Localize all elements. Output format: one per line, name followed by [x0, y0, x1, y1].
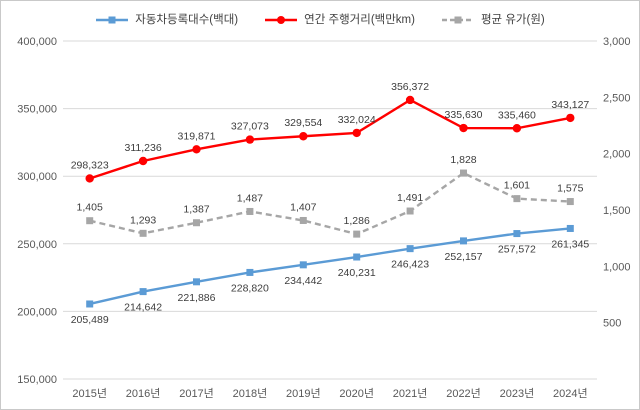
data-point-marker — [85, 174, 94, 183]
left-axis-tick-label: 350,000 — [17, 104, 57, 116]
left-axis-tick-label: 200,000 — [17, 306, 57, 318]
data-point-marker — [246, 207, 254, 215]
data-point-marker — [566, 113, 575, 123]
x-axis-tick-label: 2017년 — [179, 387, 214, 400]
data-point-marker — [299, 132, 308, 141]
data-label: 1,293 — [130, 214, 156, 226]
data-label: 327,073 — [231, 121, 269, 133]
gray-dashed-line-square-marker-icon — [441, 13, 475, 25]
data-label: 1,407 — [290, 201, 316, 213]
data-label: 332,024 — [338, 114, 376, 126]
data-label: 311,236 — [125, 142, 162, 154]
right-axis-tick-label: 3,000 — [603, 36, 631, 48]
data-point-marker — [353, 230, 361, 238]
data-label: 1,405 — [77, 202, 103, 214]
data-label: 1,491 — [397, 192, 423, 204]
data-point-marker — [460, 237, 467, 245]
right-axis-tick-label: 2,500 — [603, 92, 631, 104]
left-axis-tick-label: 250,000 — [17, 239, 57, 251]
data-label: 335,460 — [498, 109, 536, 121]
series-line — [89, 227, 571, 306]
red-line-circle-marker-icon — [264, 13, 298, 25]
chart-legend: 자동차등록대수(백대) 연간 주행거리(백만km) 평균 유가(원) — [1, 11, 639, 27]
data-point-marker — [193, 278, 200, 286]
x-axis-tick-label: 2016년 — [126, 387, 161, 400]
data-point-marker — [512, 124, 522, 133]
data-label: 1,575 — [557, 183, 583, 195]
data-point-marker — [566, 224, 574, 232]
data-point-marker — [138, 156, 148, 166]
legend-label-annual-distance: 연간 주행거리(백만km) — [304, 14, 415, 26]
data-label: 246,423 — [391, 259, 429, 271]
data-point-marker — [86, 217, 94, 225]
data-point-marker — [139, 229, 147, 237]
legend-item-registrations: 자동차등록대수(백대) — [95, 11, 238, 27]
data-point-marker — [513, 230, 521, 238]
data-point-marker — [192, 145, 201, 154]
right-axis-tick-label: 2,000 — [603, 149, 631, 161]
data-label: 252,157 — [445, 251, 483, 263]
data-label: 1,828 — [450, 154, 476, 166]
data-label: 298,323 — [71, 159, 109, 171]
data-label: 205,489 — [71, 314, 109, 326]
data-label: 335,630 — [445, 109, 483, 121]
left-axis-tick-label: 150,000 — [17, 374, 57, 386]
blue-line-square-marker-icon — [95, 13, 129, 25]
x-axis-tick-label: 2018년 — [233, 387, 268, 400]
series-line — [89, 98, 571, 180]
data-label: 1,601 — [504, 180, 530, 192]
series-line — [89, 171, 571, 236]
right-axis-tick-label: 1,500 — [603, 205, 631, 217]
x-axis-tick-label: 2015년 — [72, 387, 107, 400]
data-point-marker — [566, 198, 574, 206]
data-label: 240,231 — [338, 267, 376, 279]
x-axis-tick-label: 2022년 — [446, 387, 481, 400]
data-point-marker — [406, 207, 414, 215]
data-label: 261,345 — [551, 238, 589, 250]
data-point-marker — [245, 135, 255, 144]
data-label: 228,820 — [231, 282, 269, 294]
data-point-marker — [139, 288, 147, 296]
data-label: 319,871 — [178, 130, 216, 142]
data-label: 356,372 — [391, 81, 429, 93]
data-point-marker — [299, 216, 307, 224]
data-point-marker — [246, 268, 254, 276]
data-point-marker — [460, 169, 467, 177]
data-point-marker — [193, 219, 200, 227]
data-point-marker — [405, 95, 415, 105]
data-point-marker — [299, 261, 307, 269]
data-label: 329,554 — [284, 117, 322, 129]
data-label: 1,487 — [237, 192, 263, 204]
legend-item-annual-distance: 연간 주행거리(백만km) — [264, 11, 415, 27]
data-label: 257,572 — [498, 244, 536, 256]
data-label: 221,886 — [178, 292, 216, 304]
legend-item-avg-fuel-price: 평균 유가(원) — [441, 11, 545, 27]
data-label: 214,642 — [124, 302, 162, 314]
data-label: 343,127 — [551, 99, 589, 111]
data-point-marker — [353, 253, 361, 261]
right-axis-tick-label: 500 — [603, 318, 621, 330]
x-axis-tick-label: 2019년 — [286, 387, 321, 400]
x-axis-tick-label: 2023년 — [500, 387, 535, 400]
data-point-marker — [352, 128, 361, 138]
x-axis-tick-label: 2024년 — [553, 387, 588, 400]
x-axis-tick-label: 2020년 — [339, 387, 374, 400]
data-point-marker — [513, 195, 521, 203]
data-label: 1,387 — [183, 204, 209, 216]
data-point-marker — [86, 300, 94, 308]
data-point-marker — [459, 123, 468, 133]
legend-label-avg-fuel-price: 평균 유가(원) — [480, 14, 545, 26]
left-axis-tick-label: 300,000 — [17, 171, 57, 183]
data-label: 234,442 — [284, 275, 322, 287]
right-axis-tick-label: 1,000 — [603, 261, 631, 273]
data-label: 1,286 — [344, 215, 370, 227]
x-axis-tick-label: 2021년 — [393, 387, 428, 400]
left-axis-tick-label: 400,000 — [17, 36, 57, 48]
legend-label-registrations: 자동차등록대수(백대) — [135, 14, 239, 26]
data-point-marker — [406, 245, 414, 253]
